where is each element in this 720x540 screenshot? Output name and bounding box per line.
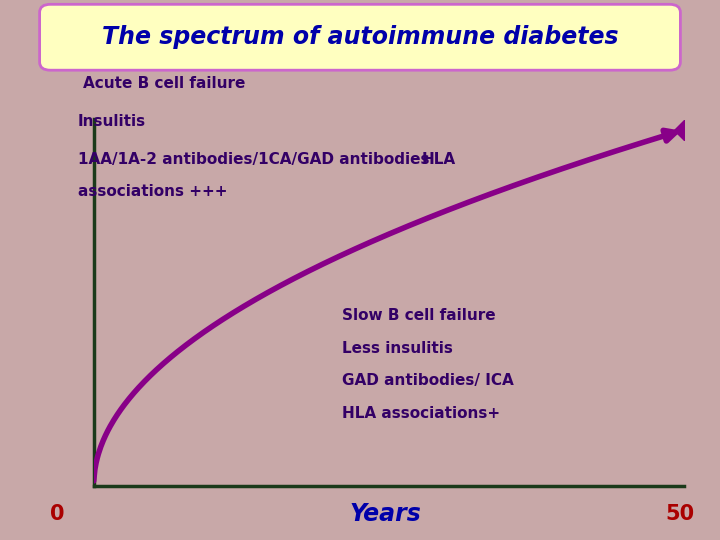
Text: Years: Years [349, 502, 421, 526]
Text: HLA associations+: HLA associations+ [342, 406, 500, 421]
Text: Slow B cell failure: Slow B cell failure [342, 308, 495, 323]
Text: associations +++: associations +++ [78, 184, 228, 199]
Text: HLA: HLA [421, 152, 455, 167]
Text: Insulitis: Insulitis [78, 114, 146, 129]
Text: Less insulitis: Less insulitis [342, 341, 453, 356]
Text: Acute B cell failure: Acute B cell failure [83, 76, 246, 91]
Text: GAD antibodies/ ICA: GAD antibodies/ ICA [342, 373, 514, 388]
Text: 0: 0 [50, 504, 65, 524]
FancyBboxPatch shape [40, 4, 680, 70]
Text: The spectrum of autoimmune diabetes: The spectrum of autoimmune diabetes [102, 25, 618, 49]
Text: 1AA/1A-2 antibodies/1CA/GAD antibodies: 1AA/1A-2 antibodies/1CA/GAD antibodies [78, 152, 429, 167]
Text: 50: 50 [666, 504, 695, 524]
